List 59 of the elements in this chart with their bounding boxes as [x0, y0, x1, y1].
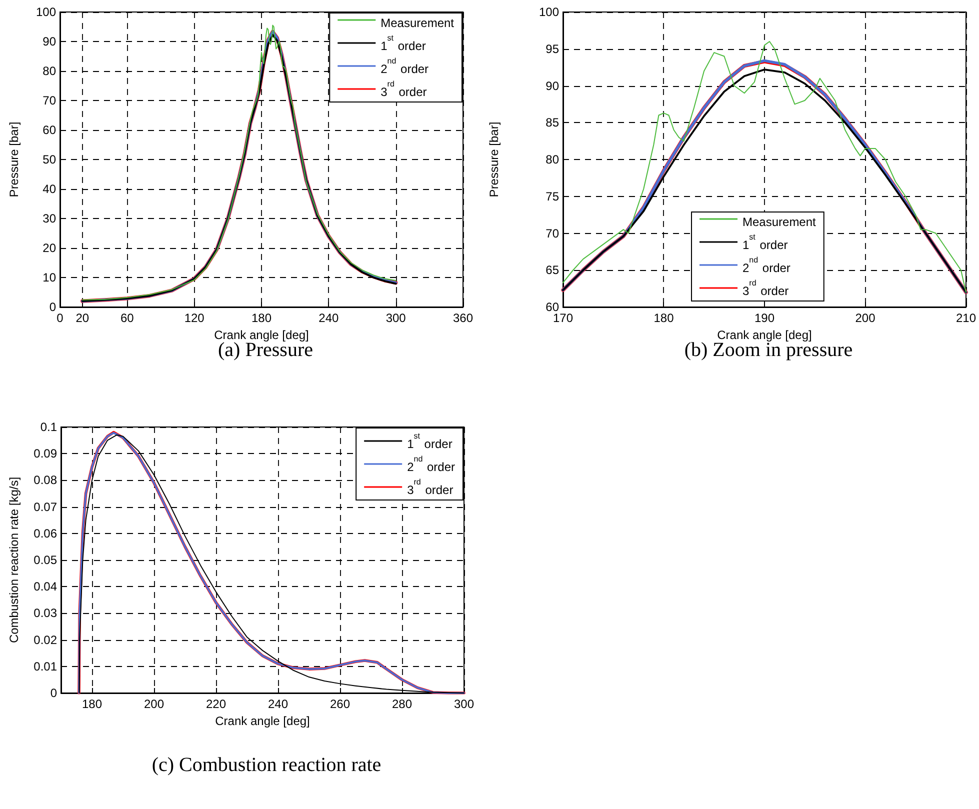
y-tick-label: 0: [50, 686, 58, 700]
x-axis-title: Crank angle [deg]: [214, 328, 309, 342]
y-axis-title: Combustion reaction rate [kg/s]: [7, 476, 21, 644]
y-tick-label: 60: [42, 123, 56, 137]
x-tick-label: 360: [452, 311, 474, 325]
y-tick-label: 0: [49, 300, 56, 314]
y-tick-label: 80: [42, 64, 56, 78]
x-tick-label: 200: [144, 697, 164, 711]
y-axis-title: Pressure [bar]: [7, 122, 21, 198]
x-tick-label: 180: [251, 311, 272, 325]
y-tick-label: 90: [42, 34, 56, 48]
y-tick-label: 95: [546, 42, 560, 56]
x-tick-label: 220: [206, 697, 226, 711]
y-tick-label: 0.07: [34, 500, 58, 514]
y-axis-title: Pressure [bar]: [487, 122, 501, 198]
x-tick-label: 60: [120, 311, 134, 325]
y-tick-label: 100: [538, 5, 560, 19]
y-tick-label: 70: [546, 226, 560, 240]
y-tick-label: 0.04: [34, 580, 58, 594]
x-tick-label: 300: [386, 311, 406, 325]
y-tick-label: 0.03: [34, 606, 58, 620]
x-axis-title: Crank angle [deg]: [215, 714, 310, 728]
y-tick-label: 65: [546, 263, 560, 278]
y-tick-label: 85: [546, 116, 560, 130]
y-tick-label: 0.02: [34, 632, 58, 647]
text: (c) Combustion reaction rate: [152, 754, 382, 776]
legend-label: Measurement: [742, 215, 817, 229]
y-tick-label: 0.05: [34, 553, 58, 567]
x-axis-title: Crank angle [deg]: [717, 328, 812, 342]
y-tick-label: 10: [42, 270, 56, 284]
x-tick-label: 280: [392, 697, 412, 711]
x-tick-label: 120: [184, 311, 205, 325]
x-tick-label: 300: [454, 697, 474, 711]
y-tick-label: 50: [42, 152, 56, 166]
x-tick-label: 200: [855, 311, 876, 325]
y-tick-label: 0.08: [34, 473, 58, 488]
y-tick-label: 70: [42, 94, 56, 108]
y-tick-label: 0.06: [34, 526, 58, 540]
y-tick-label: 60: [546, 300, 560, 314]
y-tick-label: 90: [546, 78, 560, 93]
legend-label: Measurement: [380, 16, 455, 30]
y-tick-label: 30: [42, 212, 56, 226]
y-tick-label: 0.1: [40, 420, 58, 434]
y-tick-label: 80: [546, 152, 560, 166]
y-tick-label: 75: [546, 189, 560, 204]
x-tick-label: 210: [956, 311, 976, 325]
y-tick-label: 0.09: [34, 446, 58, 461]
x-tick-label: 190: [754, 311, 775, 325]
x-tick-label: 20: [76, 311, 90, 325]
x-tick-label: 240: [318, 311, 339, 325]
y-tick-label: 0.01: [34, 659, 58, 674]
y-tick-label: 40: [42, 182, 56, 196]
x-tick-label: 180: [82, 697, 102, 711]
x-tick-label: 260: [330, 697, 350, 711]
x-tick-label: 170: [552, 311, 574, 325]
y-tick-label: 100: [36, 5, 56, 19]
x-tick-label: 180: [654, 311, 674, 325]
y-tick-label: 20: [42, 241, 56, 255]
x-tick-label: 240: [268, 697, 288, 711]
